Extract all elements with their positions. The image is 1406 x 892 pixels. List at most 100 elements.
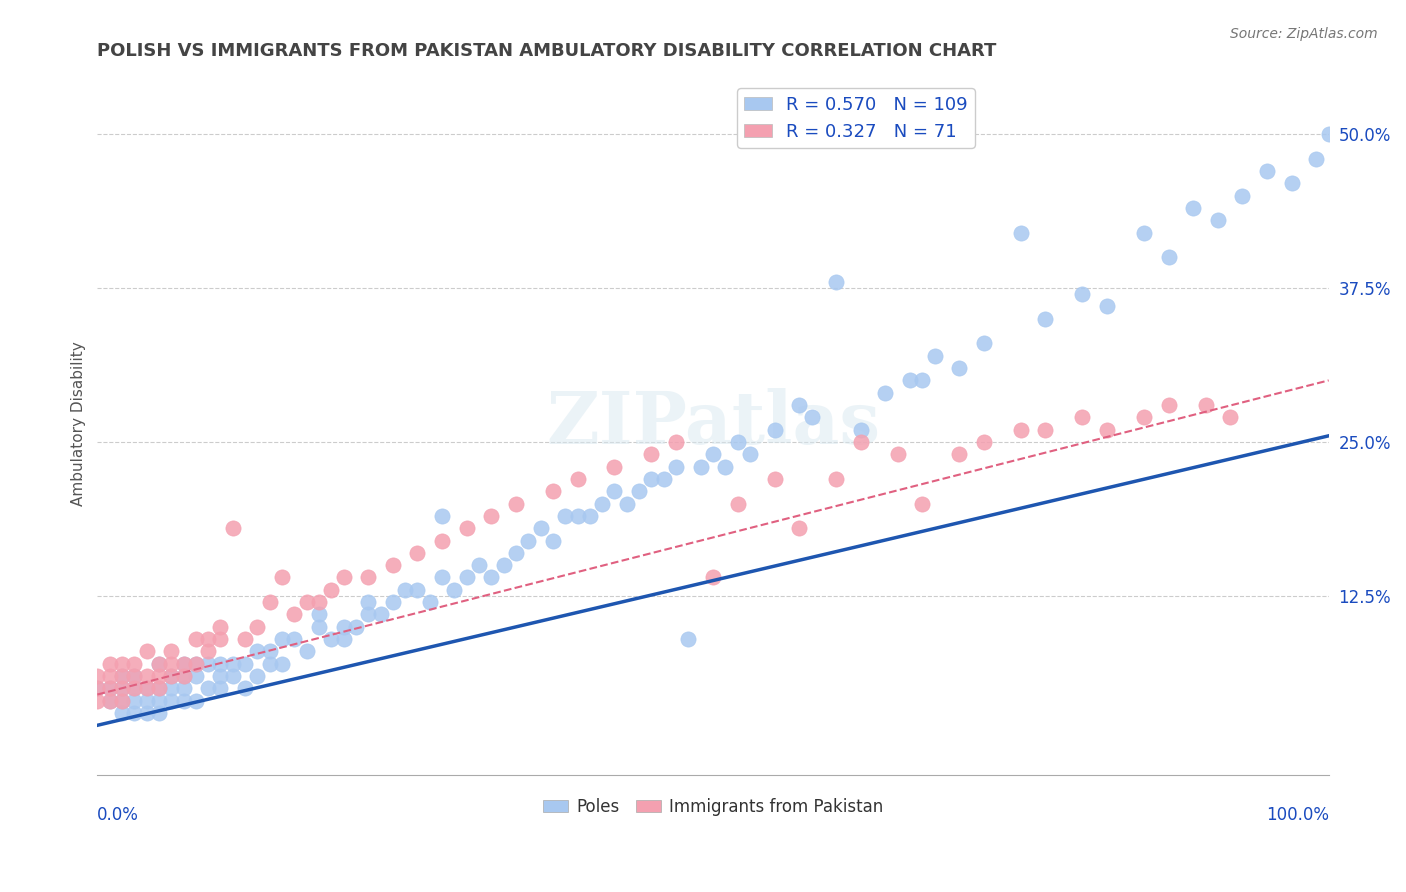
Point [295, 644, 318, 658]
Point [456, 521, 478, 535]
Point [86, 681, 108, 696]
Point [209, 657, 232, 671]
Point [357, 595, 380, 609]
Point [184, 669, 207, 683]
Point [1256, 164, 1278, 178]
Point [283, 607, 305, 622]
Point [1035, 423, 1057, 437]
Point [370, 607, 392, 622]
Point [1133, 410, 1156, 425]
Point [665, 434, 688, 449]
Point [1194, 398, 1216, 412]
Point [849, 423, 872, 437]
Point [924, 349, 946, 363]
Point [554, 508, 576, 523]
Point [702, 570, 724, 584]
Point [184, 657, 207, 671]
Point [160, 657, 183, 671]
Point [652, 472, 675, 486]
Point [111, 693, 134, 707]
Point [948, 361, 970, 376]
Point [148, 657, 170, 671]
Point [973, 336, 995, 351]
Point [394, 582, 416, 597]
Point [628, 484, 651, 499]
Point [197, 632, 219, 646]
Point [505, 546, 527, 560]
Point [727, 434, 749, 449]
Point [321, 632, 343, 646]
Point [430, 533, 453, 548]
Point [308, 595, 330, 609]
Legend: Poles, Immigrants from Pakistan: Poles, Immigrants from Pakistan [536, 791, 890, 822]
Point [898, 373, 921, 387]
Point [160, 644, 183, 658]
Point [530, 521, 553, 535]
Point [875, 385, 897, 400]
Point [259, 644, 281, 658]
Point [1035, 311, 1057, 326]
Point [86, 681, 108, 696]
Point [1133, 226, 1156, 240]
Point [283, 632, 305, 646]
Point [173, 657, 195, 671]
Point [825, 472, 848, 486]
Point [173, 681, 195, 696]
Point [381, 595, 404, 609]
Point [1182, 201, 1205, 215]
Text: 0.0%: 0.0% [97, 806, 139, 824]
Point [209, 681, 232, 696]
Point [689, 459, 711, 474]
Point [98, 681, 121, 696]
Point [443, 582, 465, 597]
Point [419, 595, 441, 609]
Point [135, 706, 157, 720]
Point [763, 472, 786, 486]
Point [246, 620, 269, 634]
Point [308, 607, 330, 622]
Point [1206, 213, 1229, 227]
Point [640, 447, 662, 461]
Point [124, 657, 146, 671]
Point [111, 706, 134, 720]
Point [124, 693, 146, 707]
Point [678, 632, 700, 646]
Point [148, 681, 170, 696]
Point [579, 508, 602, 523]
Point [800, 410, 823, 425]
Point [271, 570, 294, 584]
Point [98, 669, 121, 683]
Point [332, 620, 354, 634]
Point [124, 669, 146, 683]
Point [233, 657, 256, 671]
Point [1317, 127, 1340, 141]
Point [911, 373, 934, 387]
Point [541, 533, 564, 548]
Point [111, 669, 134, 683]
Point [160, 669, 183, 683]
Point [173, 693, 195, 707]
Text: POLISH VS IMMIGRANTS FROM PAKISTAN AMBULATORY DISABILITY CORRELATION CHART: POLISH VS IMMIGRANTS FROM PAKISTAN AMBUL… [97, 42, 997, 60]
Point [1305, 152, 1327, 166]
Point [1071, 410, 1094, 425]
Point [197, 644, 219, 658]
Point [468, 558, 491, 573]
Point [430, 570, 453, 584]
Point [357, 570, 380, 584]
Point [160, 669, 183, 683]
Point [271, 657, 294, 671]
Point [1281, 176, 1303, 190]
Point [665, 459, 688, 474]
Point [332, 570, 354, 584]
Point [567, 508, 589, 523]
Point [1095, 423, 1118, 437]
Point [332, 632, 354, 646]
Point [591, 497, 613, 511]
Point [738, 447, 761, 461]
Point [148, 693, 170, 707]
Point [111, 669, 134, 683]
Point [430, 508, 453, 523]
Point [406, 582, 429, 597]
Text: Source: ZipAtlas.com: Source: ZipAtlas.com [1230, 27, 1378, 41]
Point [148, 706, 170, 720]
